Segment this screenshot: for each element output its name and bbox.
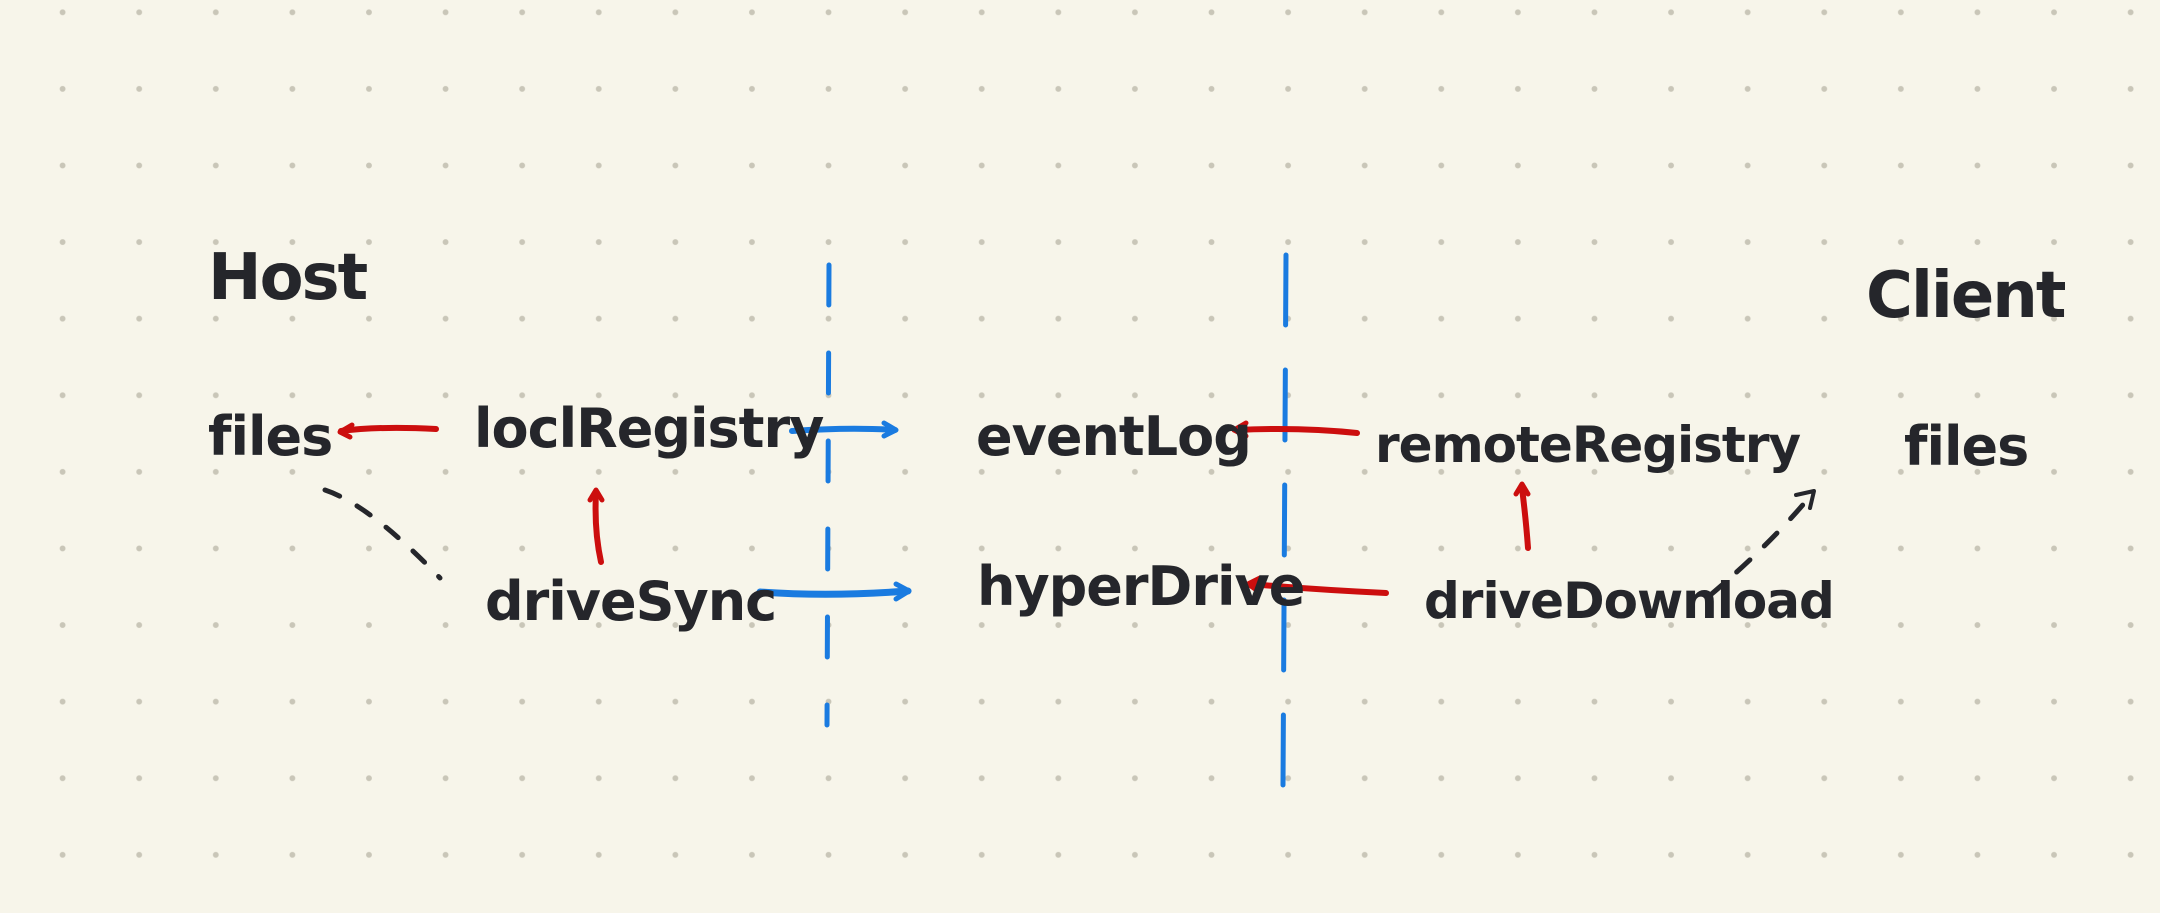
hyper-drive-label: hyperDrive (977, 555, 1305, 618)
arrow-localregistry-to-files (337, 422, 439, 440)
arrow-drivesync-to-localregistry (587, 487, 605, 565)
client-files-label: files (1904, 415, 2029, 478)
boundary-line-right-path (1280, 252, 1289, 788)
dashed-arrow-drivedownload-to-client-files (1705, 489, 1816, 600)
local-registry-label: loclRegistry (474, 397, 824, 460)
host-files-label: files (208, 405, 333, 468)
arrow-drivedownload-to-remoteregistry (1513, 481, 1531, 551)
boundary-line-right (1280, 252, 1289, 788)
arrow-remoteregistry-to-eventlog (1231, 420, 1360, 439)
remote-registry-label: remoteRegistry (1375, 416, 1801, 474)
drive-sync-label: driveSync (485, 570, 777, 633)
host-title: Host (208, 241, 368, 315)
arrow-drivedownload-to-hyperdrive (1245, 575, 1389, 596)
client-title: Client (1866, 259, 2066, 333)
dashed-link-files-to-drivesync (322, 487, 443, 581)
arrow-localregistry-to-eventlog (789, 420, 899, 439)
boundary-line-left-path (824, 262, 832, 728)
arrow-drivesync-to-hyperdrive (756, 581, 912, 602)
boundary-line-left (824, 262, 832, 728)
drive-download-label: driveDownload (1424, 572, 1835, 630)
event-log-label: eventLog (976, 405, 1252, 468)
